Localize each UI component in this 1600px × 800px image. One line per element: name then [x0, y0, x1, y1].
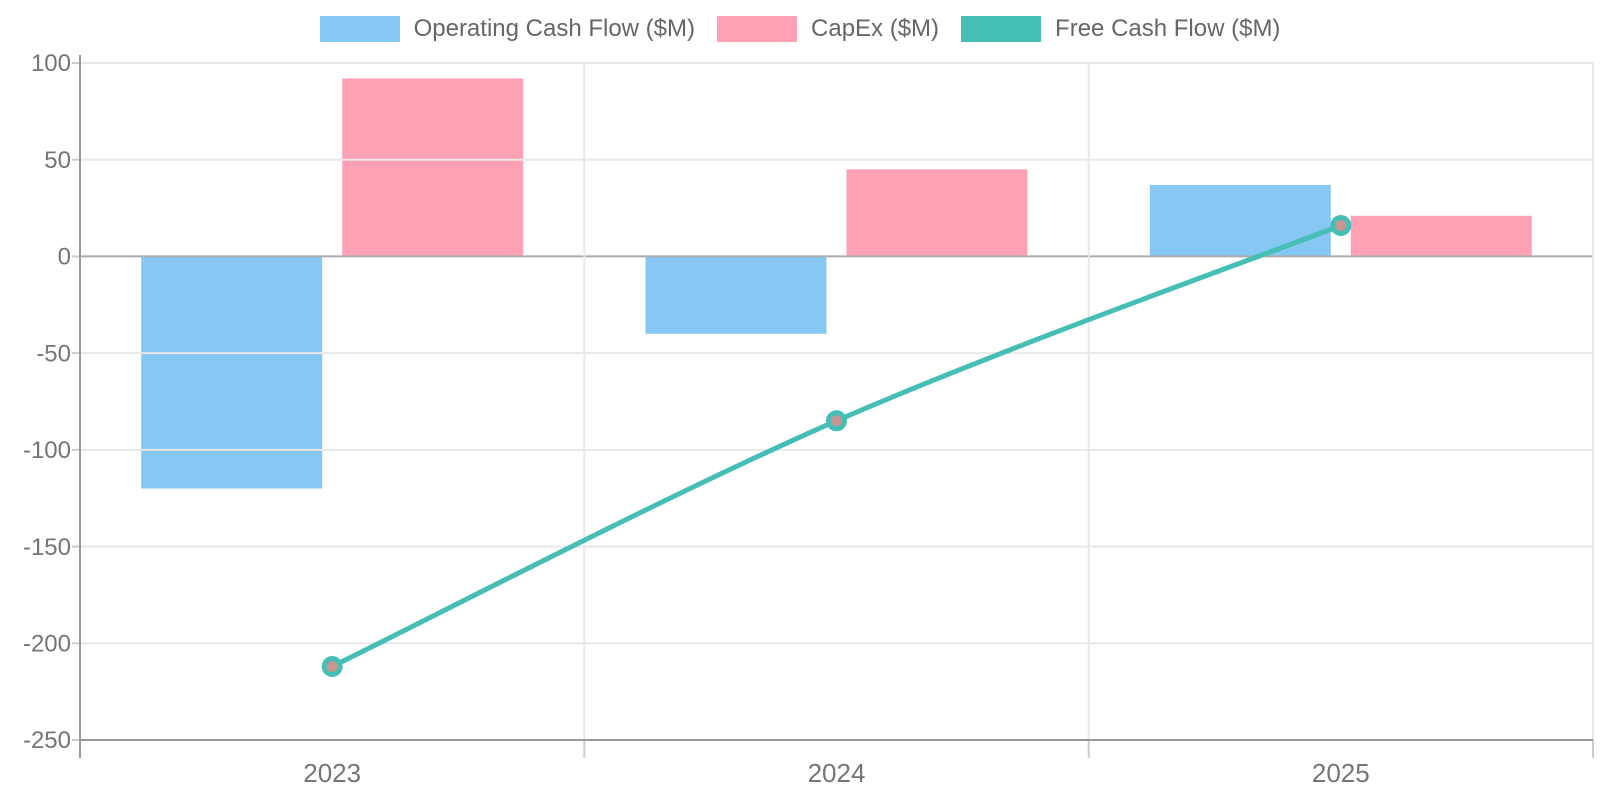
legend-item-capex[interactable]: CapEx ($M) — [717, 15, 939, 43]
bar-operating-cash-flow-m-2024[interactable] — [645, 256, 827, 334]
bar-capex-m-2023[interactable] — [342, 78, 524, 257]
legend-item-operating-cash-flow[interactable]: Operating Cash Flow ($M) — [319, 15, 696, 43]
legend-swatch-capex — [717, 16, 798, 42]
ytick-label-100: 100 — [31, 50, 71, 77]
ytick-label-50: 50 — [44, 147, 71, 174]
bar-capex-m-2024[interactable] — [846, 169, 1028, 257]
xtick-label-2025: 2025 — [1312, 758, 1370, 788]
ytick-label--250: -250 — [23, 727, 71, 754]
legend-swatch-free-cash-flow — [961, 16, 1042, 42]
xtick-label-2024: 2024 — [808, 758, 866, 788]
line-free-cash-flow-m — [329, 223, 1344, 669]
legend-item-free-cash-flow[interactable]: Free Cash Flow ($M) — [961, 15, 1280, 43]
ytick-label--200: -200 — [23, 630, 71, 657]
bar-operating-cash-flow-m-2025[interactable] — [1149, 184, 1331, 257]
ytick-label--100: -100 — [23, 437, 71, 464]
ytick-label-0: 0 — [58, 244, 71, 271]
xtick-label-2023: 2023 — [303, 758, 361, 788]
legend-swatch-operating-cash-flow — [319, 16, 400, 42]
marker-free-cash-flow-m-2025[interactable] — [1330, 215, 1352, 236]
legend-label-free-cash-flow: Free Cash Flow ($M) — [1055, 15, 1281, 42]
ytick-label--150: -150 — [23, 534, 71, 561]
bar-capex-m-2025[interactable] — [1350, 215, 1532, 257]
ytick-label--50: -50 — [36, 340, 71, 367]
chart-legend: Operating Cash Flow ($M) CapEx ($M) Free… — [0, 15, 1600, 43]
marker-free-cash-flow-m-2024[interactable] — [826, 410, 847, 432]
bar-operating-cash-flow-m-2023[interactable] — [141, 256, 323, 489]
legend-label-operating-cash-flow: Operating Cash Flow ($M) — [413, 15, 696, 42]
legend-label-capex: CapEx ($M) — [811, 15, 940, 42]
marker-free-cash-flow-m-2023[interactable] — [321, 656, 343, 677]
